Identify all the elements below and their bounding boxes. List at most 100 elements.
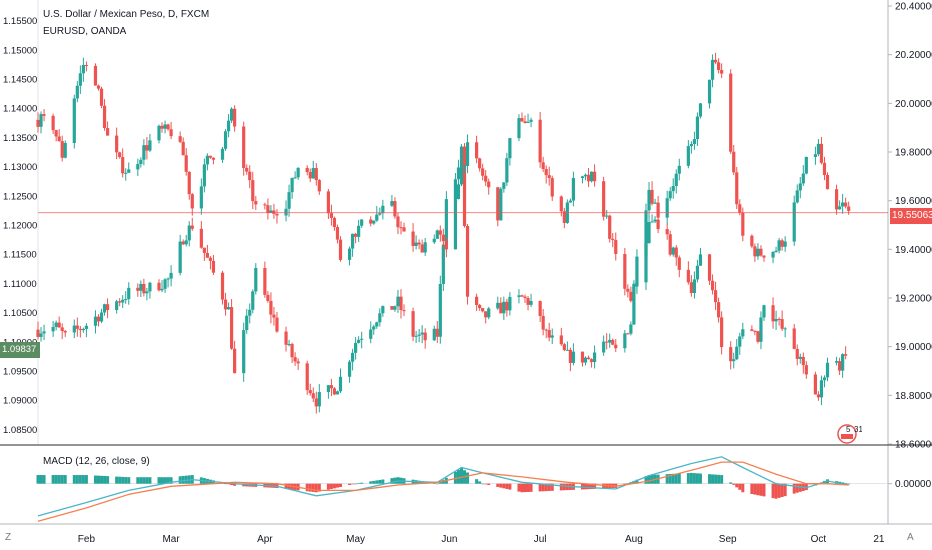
eurusd-candle: [393, 201, 397, 217]
eurusd-candle: [732, 359, 736, 362]
macd-histogram-bar: [841, 482, 845, 484]
eurusd-candle: [396, 216, 400, 228]
usdmxn-candle: [589, 359, 594, 363]
usdmxn-candle: [674, 173, 678, 187]
usdmxn-candle: [139, 283, 143, 291]
usdmxn-candle: [163, 279, 167, 289]
usdmxn-candle: [732, 151, 736, 173]
eurusd-candle: [592, 171, 597, 182]
usdmxn-candle: [254, 268, 258, 292]
usdmxn-candle: [354, 342, 358, 353]
usdmxn-candle: [780, 240, 784, 247]
events-badge[interactable]: 5 31: [836, 421, 863, 445]
usdmxn-candle: [57, 322, 61, 328]
macd-histogram-bar: [178, 476, 182, 484]
macd-histogram-bar: [753, 483, 757, 495]
usdmxn-candle: [650, 189, 654, 204]
macd-histogram-bar: [72, 475, 76, 484]
eurusd-candle: [819, 380, 824, 398]
macd-label[interactable]: MACD (12, 26, close, 9): [43, 456, 150, 467]
usdmxn-candle: [287, 344, 291, 346]
eurusd-candle: [36, 119, 40, 127]
macd-histogram-bar: [544, 483, 548, 492]
macd-histogram-bar: [502, 483, 506, 489]
eurusd-candle: [844, 354, 848, 356]
macd-histogram-bar: [623, 483, 627, 485]
timezone-icon[interactable]: Z: [5, 532, 12, 543]
usdmxn-candle: [251, 291, 255, 310]
eurusd-candle: [211, 157, 216, 160]
macd-histogram-bar: [96, 475, 100, 484]
eurusd-candle: [508, 138, 512, 159]
macd-histogram-bar: [157, 477, 161, 484]
usdmxn-candle: [692, 139, 697, 145]
eurusd-candle: [602, 181, 606, 217]
macd-histogram-bar: [81, 475, 85, 484]
usdmxn-candle: [269, 300, 273, 315]
usdmxn-candle: [798, 183, 802, 191]
macd-histogram-bar: [677, 473, 681, 484]
eurusd-candle: [411, 231, 415, 246]
macd-histogram-bar: [714, 474, 718, 484]
eurusd-candle: [423, 242, 427, 253]
eurusd-candle: [541, 162, 545, 170]
eurusd-candle: [338, 239, 343, 260]
macd-histogram-bar: [732, 483, 736, 485]
macd-histogram-bar: [453, 471, 457, 484]
chart-title[interactable]: U.S. Dollar / Mexican Peso, D, FXCM: [43, 9, 210, 20]
macd-histogram-bar: [308, 483, 312, 492]
macd-histogram-bar: [674, 473, 678, 484]
usdmxn-candle: [190, 225, 194, 229]
macd-histogram-bar: [432, 483, 436, 484]
eurusd-candle: [841, 354, 845, 371]
eurusd-candle: [795, 348, 799, 359]
usdmxn-candle: [801, 173, 805, 184]
macd-histogram-bar: [499, 483, 503, 488]
usdmxn-candle: [541, 315, 545, 330]
usdmxn-candle: [653, 202, 657, 204]
x-tick-label: May: [346, 534, 365, 545]
macd-histogram-bar: [562, 483, 566, 491]
compare-symbol-label[interactable]: EURUSD, OANDA: [43, 26, 127, 37]
eurusd-candle: [792, 328, 796, 349]
usdmxn-candle: [326, 385, 330, 393]
x-tick-label: 21: [873, 534, 885, 545]
usdmxn-candle: [834, 189, 839, 210]
macd-histogram-bar: [698, 473, 702, 484]
macd-histogram-bar: [505, 483, 509, 489]
usdmxn-candle: [523, 296, 527, 298]
eurusd-candle: [580, 176, 585, 179]
auto-scale-icon[interactable]: A: [907, 532, 914, 543]
usdmxn-candle: [459, 146, 464, 168]
x-tick-label: Oct: [811, 534, 827, 545]
macd-histogram-bar: [780, 483, 784, 497]
usdmxn-candle: [417, 334, 421, 336]
left-tick-label: 1.08500: [3, 425, 37, 436]
usdmxn-candle: [453, 179, 458, 200]
macd-histogram-bar: [771, 483, 775, 499]
x-tick-label: Feb: [78, 534, 96, 545]
right-tick-label: 18.60000: [895, 440, 932, 451]
usdmxn-candle: [411, 311, 415, 337]
eurusd-candle: [695, 265, 700, 280]
macd-histogram-bar: [57, 475, 61, 484]
usdmxn-candle: [293, 357, 297, 362]
usdmxn-candle: [208, 257, 213, 261]
usdmxn-candle: [844, 202, 848, 207]
macd-histogram-bar: [287, 483, 291, 490]
usdmxn-candle: [199, 228, 203, 248]
eurusd-candle: [432, 238, 436, 243]
left-tick-label: 1.14500: [3, 75, 37, 86]
macd-histogram-bar: [844, 483, 848, 484]
macd-histogram-bar: [127, 477, 131, 484]
usdmxn-candle: [484, 311, 488, 318]
usdmxn-candle: [550, 335, 554, 338]
eurusd-candle: [275, 213, 279, 216]
eurusd-candle: [665, 229, 669, 235]
eurusd-candle: [148, 140, 152, 151]
eurusd-candle: [169, 129, 173, 137]
eurusd-candle: [562, 211, 566, 223]
usdmxn-candle: [378, 313, 382, 323]
eurusd-candle: [105, 128, 110, 136]
